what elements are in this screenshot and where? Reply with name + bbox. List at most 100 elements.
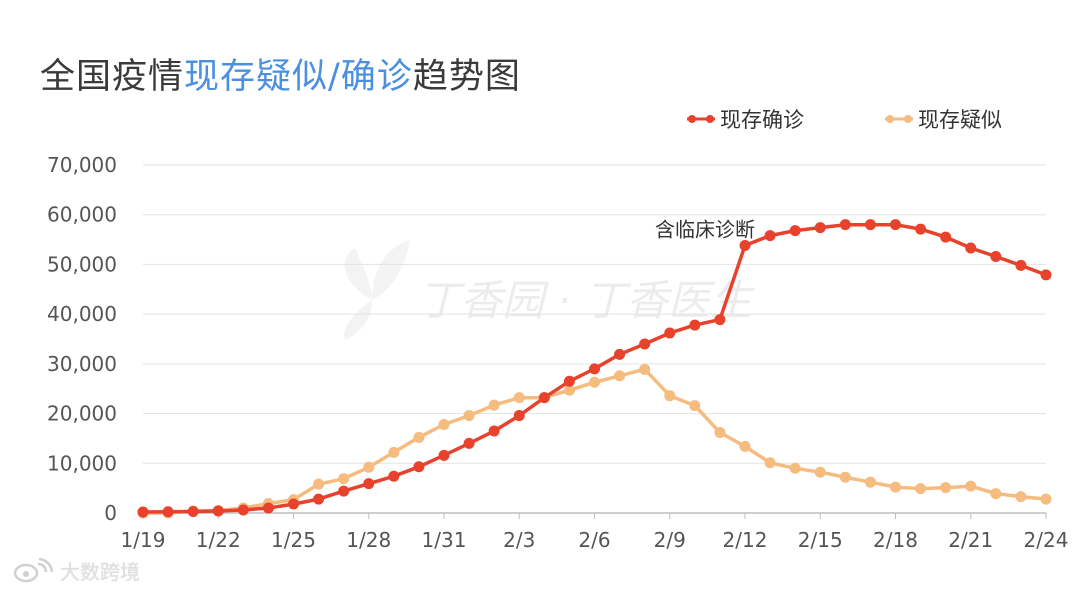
data-point[interactable]: [313, 493, 325, 505]
data-point[interactable]: [614, 348, 626, 360]
data-point[interactable]: [764, 457, 776, 469]
data-point[interactable]: [614, 370, 626, 382]
data-point[interactable]: [488, 399, 500, 411]
x-tick-label: 1/22: [196, 528, 241, 552]
data-point[interactable]: [940, 231, 952, 243]
data-point[interactable]: [789, 462, 801, 474]
y-tick-label: 30,000: [47, 352, 117, 376]
data-point[interactable]: [137, 506, 149, 518]
data-point[interactable]: [563, 375, 575, 387]
data-point[interactable]: [513, 392, 525, 404]
center-watermark: 丁香园 · 丁香医生: [344, 240, 755, 340]
data-point[interactable]: [363, 478, 375, 490]
data-point[interactable]: [689, 400, 701, 412]
data-point[interactable]: [990, 250, 1002, 262]
data-point[interactable]: [237, 504, 249, 516]
series-layer: [137, 219, 1052, 519]
legend-marker-confirmed-icon: [687, 115, 715, 123]
data-point[interactable]: [1015, 259, 1027, 271]
data-point[interactable]: [338, 485, 350, 497]
y-tick-label: 20,000: [47, 402, 117, 426]
data-point[interactable]: [187, 506, 199, 518]
data-point[interactable]: [890, 481, 901, 493]
data-point[interactable]: [639, 363, 651, 375]
data-point[interactable]: [413, 431, 425, 443]
data-point[interactable]: [338, 473, 350, 485]
weibo-logo-icon: [13, 557, 54, 582]
data-point[interactable]: [915, 223, 927, 235]
data-point[interactable]: [463, 410, 475, 422]
data-point[interactable]: [890, 219, 901, 231]
x-tick-label: 2/24: [1024, 528, 1069, 552]
annotations-layer: 含临床诊断: [655, 218, 755, 242]
data-point[interactable]: [814, 466, 826, 478]
data-point[interactable]: [262, 502, 274, 514]
data-point[interactable]: [288, 498, 299, 510]
data-point[interactable]: [664, 327, 676, 339]
data-point[interactable]: [915, 483, 927, 495]
data-point[interactable]: [764, 230, 776, 242]
data-point[interactable]: [1015, 491, 1027, 503]
y-tick-label: 40,000: [47, 302, 117, 326]
data-point[interactable]: [864, 219, 876, 231]
x-tick-label: 2/3: [503, 528, 535, 552]
x-tick-label: 2/12: [723, 528, 768, 552]
data-point[interactable]: [814, 222, 826, 234]
data-point[interactable]: [538, 392, 550, 404]
data-point[interactable]: [212, 505, 224, 517]
data-point[interactable]: [388, 470, 400, 482]
data-point[interactable]: [438, 449, 450, 461]
x-tick-label: 1/28: [346, 528, 391, 552]
bottom-watermark: 大数跨境: [12, 556, 140, 585]
data-point[interactable]: [463, 437, 475, 449]
bottom-watermark-text: 大数跨境: [60, 560, 140, 584]
data-point[interactable]: [438, 419, 450, 431]
data-point[interactable]: [589, 363, 600, 375]
data-point[interactable]: [714, 314, 726, 326]
data-point[interactable]: [739, 240, 751, 252]
data-point[interactable]: [313, 478, 325, 490]
y-tick-label: 10,000: [47, 451, 117, 475]
data-point[interactable]: [965, 480, 977, 492]
x-tick-label: 2/6: [578, 528, 610, 552]
data-point[interactable]: [413, 461, 425, 473]
data-point[interactable]: [639, 338, 651, 350]
data-point[interactable]: [1040, 493, 1052, 505]
annotation-label: 含临床诊断: [655, 218, 755, 242]
data-point[interactable]: [664, 390, 676, 402]
data-point[interactable]: [990, 488, 1002, 500]
data-point[interactable]: [388, 446, 400, 458]
data-point[interactable]: [714, 426, 726, 438]
data-point[interactable]: [488, 425, 500, 437]
x-tick-label: 2/9: [654, 528, 686, 552]
legend-label-suspected: 现存疑似: [918, 108, 1002, 132]
data-point[interactable]: [839, 219, 851, 231]
data-point[interactable]: [363, 461, 375, 473]
legend-item-suspected[interactable]: 现存疑似: [884, 104, 1002, 134]
data-point[interactable]: [513, 410, 525, 422]
legend-item-confirmed[interactable]: 现存确诊: [686, 104, 804, 134]
data-point[interactable]: [739, 440, 751, 452]
series-line-suspected: [143, 367, 1047, 515]
data-point[interactable]: [864, 476, 876, 488]
title-prefix: 全国疫情: [40, 57, 185, 97]
x-tick-label: 1/25: [271, 528, 316, 552]
data-point[interactable]: [965, 242, 977, 254]
data-point[interactable]: [1040, 269, 1052, 281]
data-point[interactable]: [940, 482, 952, 494]
x-tick-label: 1/19: [121, 528, 166, 552]
title-suffix: 趋势图: [412, 57, 521, 97]
data-point[interactable]: [563, 384, 575, 396]
data-point[interactable]: [839, 471, 851, 483]
title-highlight: 现存疑似/确诊: [184, 57, 413, 97]
data-point[interactable]: [162, 506, 174, 518]
data-point[interactable]: [789, 225, 801, 237]
x-axis-ticks: 1/19 1/22 1/25 1/28 1/31 2/3 2/6 2/9 2/12 2/15 2/1…: [121, 513, 1069, 552]
data-point[interactable]: [589, 376, 600, 388]
y-tick-label: 0: [104, 501, 117, 525]
grid-lines: [143, 164, 1046, 514]
y-axis-ticks: 0 10,000 20,000 30,000 40,000 50,000 60,000 70,…: [47, 153, 117, 525]
series-confirmed: [137, 219, 1052, 518]
data-point[interactable]: [689, 319, 701, 331]
